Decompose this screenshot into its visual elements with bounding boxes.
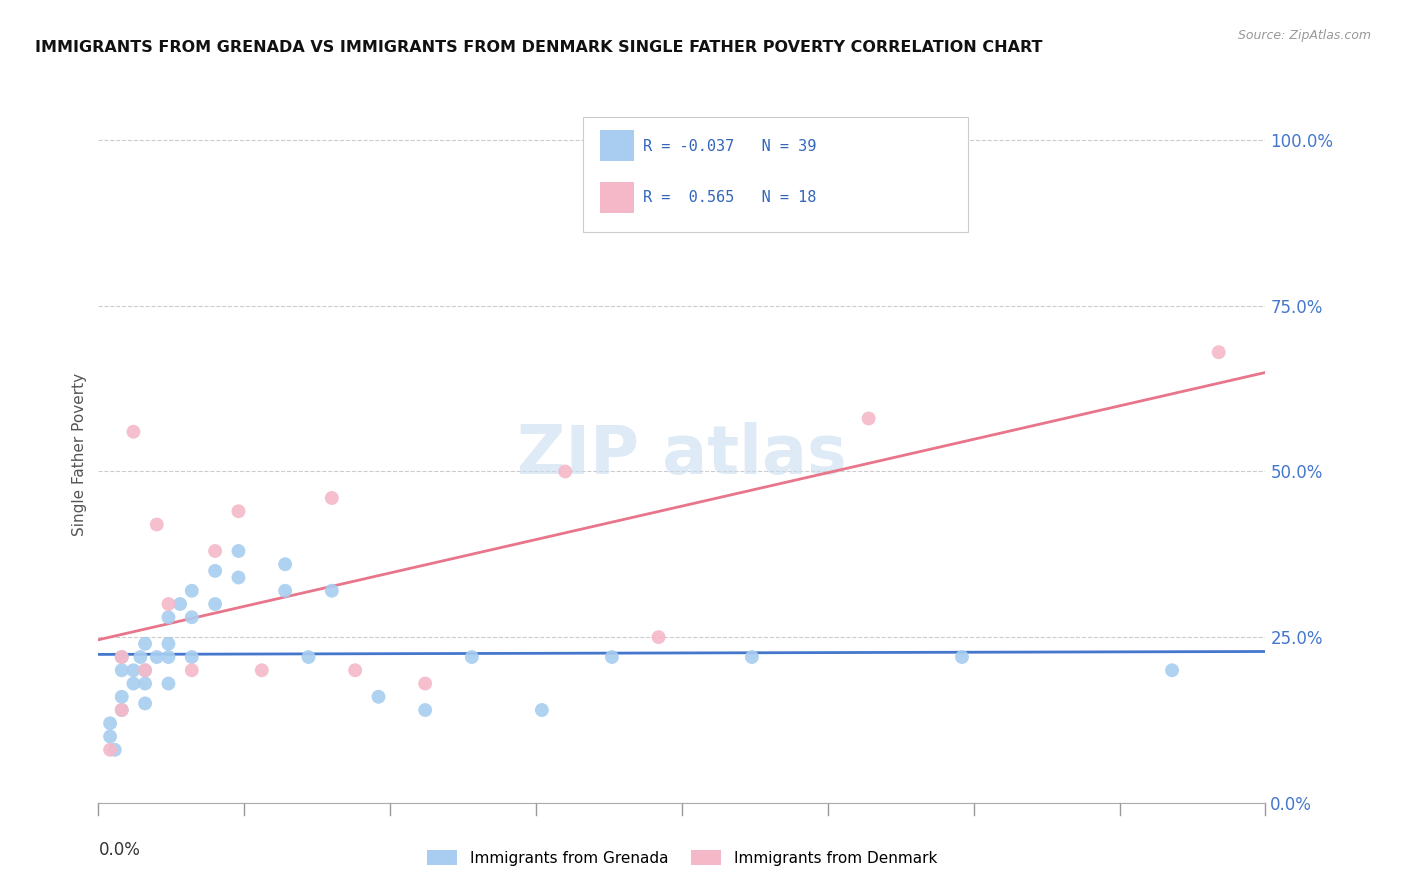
Point — [461, 650, 484, 665]
Point — [858, 411, 880, 425]
Point — [98, 743, 121, 757]
Legend: Immigrants from Grenada, Immigrants from Denmark: Immigrants from Grenada, Immigrants from… — [420, 844, 943, 871]
Point — [134, 697, 156, 711]
Point — [274, 583, 297, 598]
Point — [321, 491, 343, 505]
Point — [1161, 663, 1184, 677]
Point — [111, 690, 134, 704]
Point — [950, 650, 973, 665]
Point — [600, 650, 623, 665]
Point — [180, 583, 202, 598]
Point — [204, 597, 226, 611]
Text: R =  0.565   N = 18: R = 0.565 N = 18 — [644, 190, 817, 205]
Point — [413, 703, 436, 717]
Text: ZIP atlas: ZIP atlas — [517, 422, 846, 488]
Text: R = -0.037   N = 39: R = -0.037 N = 39 — [644, 138, 817, 153]
Point — [741, 650, 763, 665]
Point — [157, 637, 180, 651]
FancyBboxPatch shape — [600, 182, 634, 213]
FancyBboxPatch shape — [582, 118, 967, 232]
Text: Source: ZipAtlas.com: Source: ZipAtlas.com — [1237, 29, 1371, 42]
Point — [530, 703, 553, 717]
Point — [297, 650, 319, 665]
Point — [554, 465, 576, 479]
Point — [180, 610, 202, 624]
Point — [647, 630, 669, 644]
Point — [367, 690, 389, 704]
Point — [111, 650, 134, 665]
Point — [157, 676, 180, 690]
Point — [274, 558, 297, 572]
Point — [146, 517, 169, 532]
Point — [111, 703, 134, 717]
Point — [169, 597, 191, 611]
Point — [413, 676, 436, 690]
Point — [180, 650, 202, 665]
Text: 0.0%: 0.0% — [98, 841, 141, 859]
Point — [157, 597, 180, 611]
Point — [250, 663, 273, 677]
Point — [111, 663, 134, 677]
Point — [228, 570, 250, 584]
Point — [180, 663, 202, 677]
Point — [111, 703, 134, 717]
Point — [111, 650, 134, 665]
Point — [134, 637, 156, 651]
Point — [134, 663, 156, 677]
Point — [134, 663, 156, 677]
Point — [98, 730, 121, 744]
Point — [157, 610, 180, 624]
Point — [122, 425, 145, 439]
Point — [104, 743, 127, 757]
Point — [228, 504, 250, 518]
FancyBboxPatch shape — [600, 130, 634, 161]
Point — [157, 650, 180, 665]
Text: IMMIGRANTS FROM GRENADA VS IMMIGRANTS FROM DENMARK SINGLE FATHER POVERTY CORRELA: IMMIGRANTS FROM GRENADA VS IMMIGRANTS FR… — [35, 40, 1043, 55]
Point — [122, 663, 145, 677]
Point — [134, 676, 156, 690]
Y-axis label: Single Father Poverty: Single Father Poverty — [72, 374, 87, 536]
Point — [228, 544, 250, 558]
Point — [1208, 345, 1230, 359]
Point — [204, 544, 226, 558]
Point — [321, 583, 343, 598]
Point — [344, 663, 367, 677]
Point — [146, 650, 169, 665]
Point — [122, 676, 145, 690]
Point — [98, 716, 121, 731]
Point — [129, 650, 152, 665]
Point — [204, 564, 226, 578]
